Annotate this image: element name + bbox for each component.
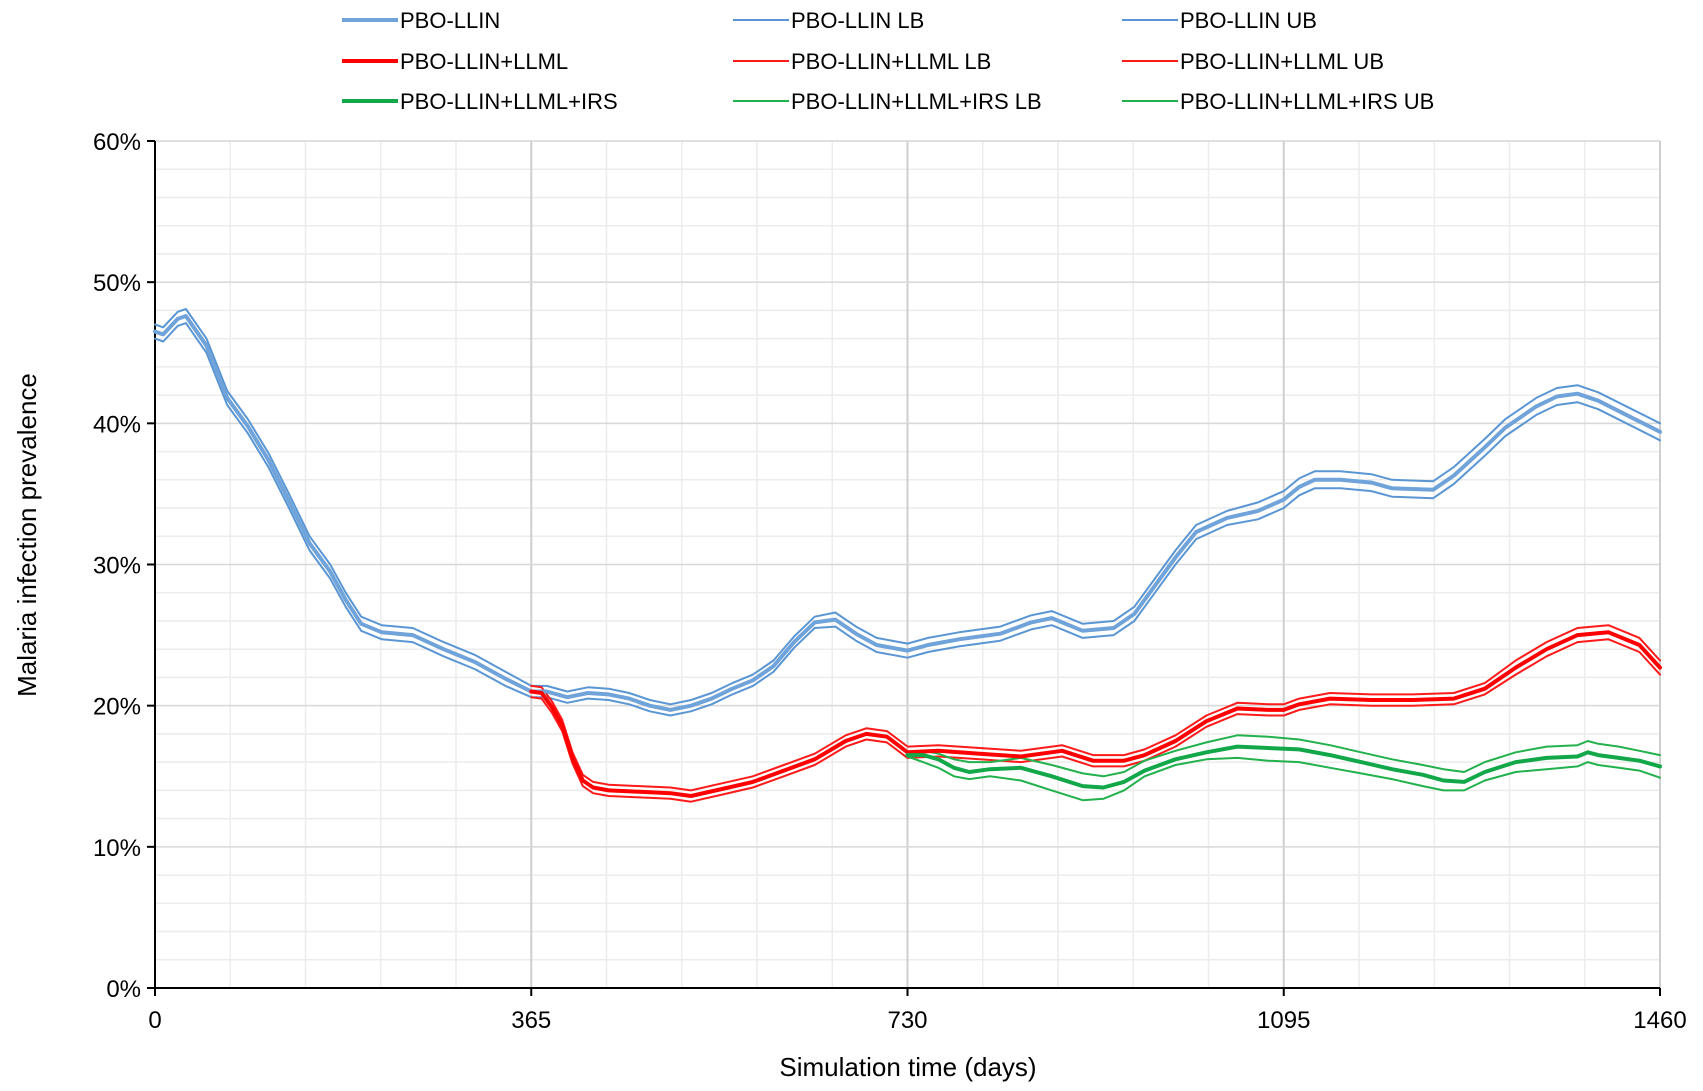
legend: PBO-LLIN PBO-LLIN LB PBO-LLIN UB PBO-LLIN+L… [342, 8, 1434, 114]
x-tick-label: 0 [148, 1007, 161, 1034]
legend-item: PBO-LLIN+LLML [342, 49, 568, 74]
legend-label: PBO-LLIN+LLML+IRS UB [1180, 89, 1434, 114]
series-line-9 [906, 734, 1661, 778]
y-tick-label: 40% [93, 411, 141, 438]
legend-label: PBO-LLIN UB [1180, 8, 1317, 33]
series-line-5 [530, 638, 1661, 803]
legend-label: PBO-LLIN+LLML+IRS LB [791, 89, 1042, 114]
y-tick-label: 30% [93, 553, 141, 580]
x-tick-label: 365 [511, 1007, 551, 1034]
series-line-4 [529, 630, 1662, 798]
legend-item: PBO-LLIN+LLML+IRS [342, 89, 618, 114]
series-line-7 [905, 744, 1662, 790]
series-line-3 [154, 308, 1661, 706]
axes [147, 140, 1661, 996]
legend-item: PBO-LLIN+LLML+IRS LB [733, 89, 1042, 114]
x-tick-label: 1095 [1257, 1007, 1310, 1034]
series-line-1 [153, 314, 1662, 712]
series-line-8 [906, 755, 1661, 802]
legend-item: PBO-LLIN+LLML+IRS UB [1122, 89, 1434, 114]
y-axis-title: Malaria infection prevalence [12, 373, 42, 697]
series-line-6 [530, 624, 1661, 792]
y-tick-label: 20% [93, 694, 141, 721]
legend-label: PBO-LLIN [400, 8, 500, 33]
legend-item: PBO-LLIN UB [1122, 8, 1317, 33]
series-line-2 [154, 322, 1661, 717]
legend-label: PBO-LLIN+LLML+IRS [400, 89, 618, 114]
y-tick-label: 10% [93, 835, 141, 862]
y-tick-label: 60% [93, 129, 141, 156]
legend-label: PBO-LLIN LB [791, 8, 924, 33]
x-tick-label: 730 [887, 1007, 927, 1034]
grid [154, 140, 1661, 989]
x-tick-label: 1460 [1633, 1007, 1686, 1034]
legend-label: PBO-LLIN+LLML UB [1180, 49, 1384, 74]
legend-item: PBO-LLIN [342, 8, 500, 33]
x-axis-title: Simulation time (days) [779, 1052, 1036, 1082]
series-lines [153, 308, 1662, 803]
legend-label: PBO-LLIN+LLML [400, 49, 568, 74]
y-tick-label: 50% [93, 270, 141, 297]
legend-label: PBO-LLIN+LLML LB [791, 49, 991, 74]
legend-item: PBO-LLIN LB [733, 8, 924, 33]
legend-item: PBO-LLIN+LLML UB [1122, 49, 1384, 74]
tick-labels: 0% 10% 20% 30% 40% 50% 60% 0 365 730 1095 1460 [93, 129, 1687, 1034]
y-tick-label: 0% [106, 976, 141, 1003]
legend-item: PBO-LLIN+LLML LB [733, 49, 991, 74]
